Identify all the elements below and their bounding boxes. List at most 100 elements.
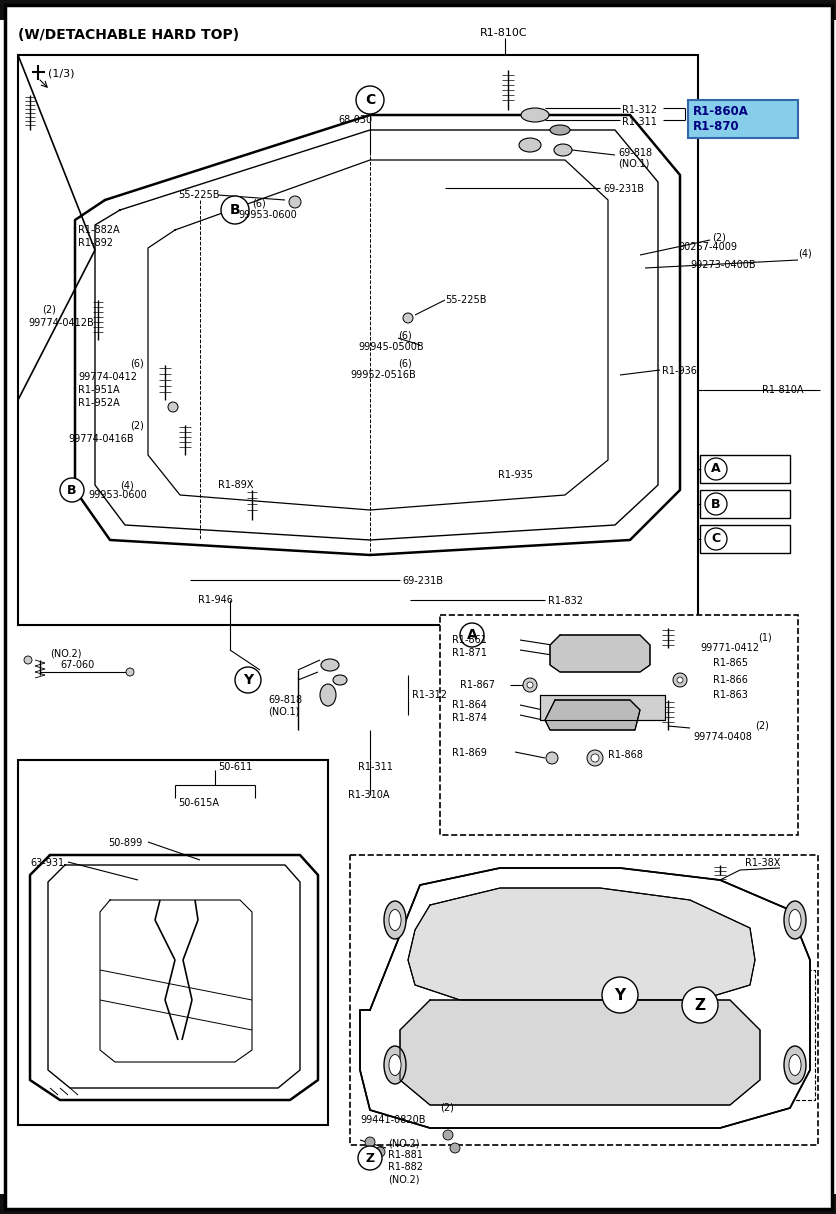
Text: 69-231B: 69-231B [602, 185, 643, 194]
Text: (2): (2) [130, 420, 144, 430]
Text: 99273-0400B: 99273-0400B [689, 260, 755, 270]
Circle shape [221, 195, 248, 225]
Polygon shape [539, 694, 665, 720]
Text: 99774-0408: 99774-0408 [692, 732, 751, 742]
Text: R1-810A: R1-810A [761, 385, 803, 395]
Text: 99771-0412: 99771-0412 [699, 643, 758, 653]
Text: Z: Z [694, 998, 705, 1012]
Text: R1-874: R1-874 [451, 713, 487, 724]
Bar [699, 490, 789, 518]
Text: R1-892: R1-892 [78, 238, 113, 248]
Text: A: A [466, 628, 477, 642]
Text: 99945-0500B: 99945-0500B [358, 342, 423, 352]
Circle shape [375, 1147, 385, 1157]
Text: R1-311: R1-311 [358, 762, 392, 772]
Text: 99441-0820B: 99441-0820B [359, 1114, 425, 1125]
Circle shape [681, 987, 717, 1023]
Text: 55-225B: 55-225B [178, 191, 219, 200]
Ellipse shape [549, 125, 569, 135]
Circle shape [704, 493, 726, 515]
Text: (6): (6) [130, 358, 144, 368]
Circle shape [545, 751, 558, 764]
Text: C: C [364, 93, 375, 107]
Ellipse shape [783, 1046, 805, 1084]
Text: 99774-0416B: 99774-0416B [68, 433, 134, 444]
Text: R1-810C: R1-810C [479, 28, 527, 38]
Text: 63-931: 63-931 [30, 858, 64, 868]
Text: 50-615A: 50-615A [178, 798, 219, 809]
Text: R1-860A: R1-860A [692, 104, 748, 118]
Circle shape [442, 1130, 452, 1140]
Circle shape [527, 682, 533, 688]
Text: (6): (6) [252, 198, 266, 208]
Ellipse shape [520, 108, 548, 121]
Circle shape [601, 977, 637, 1012]
Ellipse shape [788, 1055, 800, 1076]
Ellipse shape [384, 1046, 405, 1084]
Text: 69-818: 69-818 [617, 148, 651, 158]
Bar [440, 615, 797, 835]
Circle shape [364, 1138, 375, 1147]
Text: A: A [711, 463, 720, 476]
Text: R1-312: R1-312 [621, 104, 656, 115]
Text: R1-869: R1-869 [451, 748, 487, 758]
Ellipse shape [783, 901, 805, 938]
Text: Y: Y [614, 987, 624, 1003]
Bar [687, 100, 797, 138]
Text: R1-952A: R1-952A [78, 398, 120, 408]
Text: R1-868: R1-868 [607, 750, 642, 760]
Text: Y: Y [242, 673, 252, 687]
Text: (1/3): (1/3) [48, 68, 74, 78]
Text: R1-946: R1-946 [198, 595, 232, 605]
Text: 99774-0412B: 99774-0412B [28, 318, 94, 328]
Text: (1): (1) [757, 632, 771, 642]
Circle shape [60, 478, 84, 503]
Text: R1-870: R1-870 [692, 120, 739, 134]
Text: B: B [711, 498, 720, 511]
Text: B: B [229, 203, 240, 217]
Ellipse shape [319, 683, 335, 707]
Circle shape [126, 668, 134, 676]
Polygon shape [407, 887, 754, 1000]
Text: (2): (2) [42, 305, 56, 314]
Bar [349, 855, 817, 1145]
Text: 68-030: 68-030 [338, 115, 372, 125]
Circle shape [522, 677, 537, 692]
Text: (W/DETACHABLE HARD TOP): (W/DETACHABLE HARD TOP) [18, 28, 239, 42]
Text: C: C [711, 533, 720, 545]
Circle shape [24, 656, 32, 664]
Text: R1-311: R1-311 [621, 117, 656, 127]
Text: R1-864: R1-864 [451, 700, 487, 710]
Text: R1-881: R1-881 [388, 1150, 422, 1161]
Circle shape [358, 1146, 381, 1170]
Ellipse shape [321, 659, 339, 671]
Circle shape [704, 458, 726, 480]
Text: (NO.1): (NO.1) [268, 707, 299, 717]
Text: (4): (4) [120, 480, 134, 490]
Circle shape [672, 673, 686, 687]
Bar [18, 760, 328, 1125]
Circle shape [355, 86, 384, 114]
Text: R1-832: R1-832 [548, 596, 583, 606]
Text: 69-818: 69-818 [268, 694, 302, 705]
Text: (NO.2): (NO.2) [50, 648, 81, 658]
Circle shape [586, 750, 602, 766]
Text: (NO.2): (NO.2) [388, 1138, 419, 1148]
Text: 99952-0516B: 99952-0516B [349, 370, 415, 380]
Text: 99953-0600: 99953-0600 [237, 210, 297, 220]
Text: (6): (6) [398, 330, 411, 340]
Text: (2): (2) [440, 1104, 453, 1113]
Circle shape [704, 528, 726, 550]
Text: 55-225B: 55-225B [445, 295, 486, 305]
Text: 90257-4009: 90257-4009 [677, 242, 737, 253]
Text: 50-611: 50-611 [217, 762, 252, 772]
Polygon shape [549, 635, 650, 673]
Text: R1-865: R1-865 [712, 658, 747, 668]
Text: (2): (2) [711, 232, 725, 242]
Bar [0, 1195, 836, 1214]
Text: R1-882: R1-882 [388, 1162, 422, 1172]
Circle shape [450, 1144, 460, 1153]
Circle shape [460, 623, 483, 647]
Text: (NO.2): (NO.2) [388, 1174, 419, 1184]
Ellipse shape [384, 901, 405, 938]
